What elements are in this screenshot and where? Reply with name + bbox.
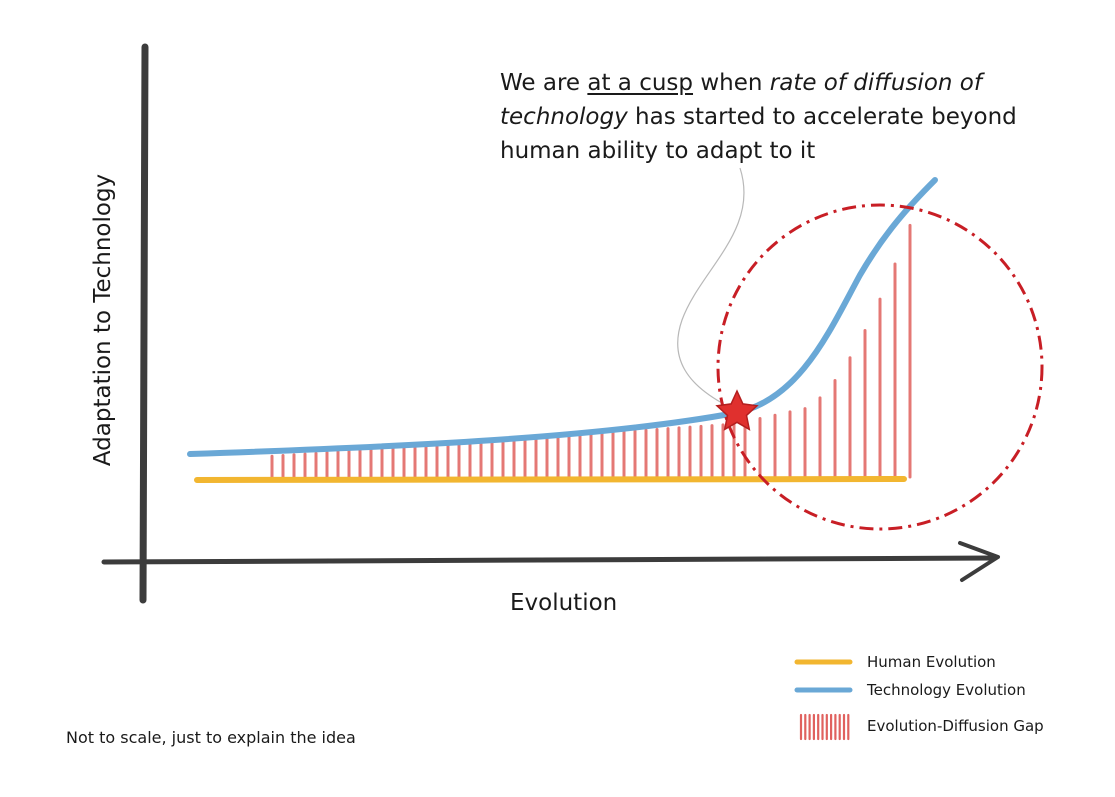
callout-pointer-line <box>677 167 745 404</box>
legend-human-label: Human Evolution <box>867 653 996 671</box>
legend-gap-label: Evolution-Diffusion Gap <box>867 717 1044 735</box>
y-axis <box>139 43 149 604</box>
star-icon <box>715 389 759 431</box>
scale-note: Not to scale, just to explain the idea <box>66 728 356 747</box>
x-axis <box>101 555 998 565</box>
annotation-diffusion-text: rate of diffusion of technology <box>500 70 982 130</box>
annotation-text-5: has started to accelerate beyond human a… <box>500 104 1017 164</box>
human-evolution-line <box>194 476 907 483</box>
x-axis-label: Evolution <box>510 590 618 616</box>
technology-evolution-curve <box>187 177 938 457</box>
cusp-highlight-circle <box>716 203 1044 531</box>
evolution-diffusion-gap <box>270 223 912 479</box>
annotation-cusp-text: at a cusp <box>587 70 694 96</box>
legend-gap-swatch <box>799 713 850 741</box>
y-axis-label: Adaptation to Technology <box>90 173 116 467</box>
annotation-text-1: We are <box>500 70 588 96</box>
cusp-annotation: We are at a cusp when rate of diffusion … <box>500 66 1040 168</box>
annotation-text-3: when <box>693 70 770 96</box>
arrow-right-icon <box>958 541 1000 582</box>
legend-technology-label: Technology Evolution <box>867 681 1026 699</box>
